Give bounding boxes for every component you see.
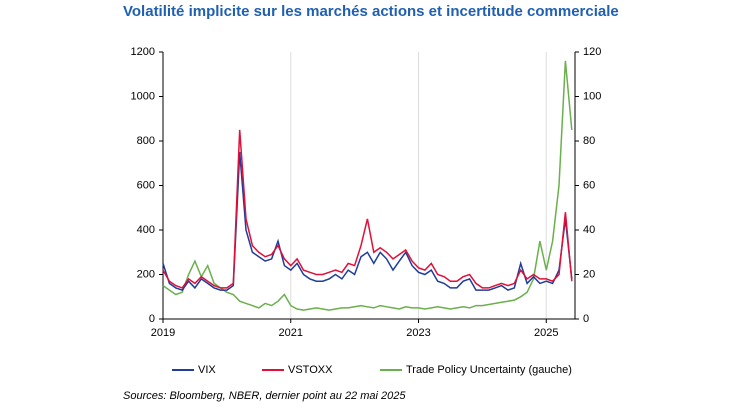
y2-tick-label: 40 — [583, 224, 595, 236]
x-tick-label: 2019 — [151, 327, 175, 339]
y2-tick-label: 80 — [583, 135, 595, 147]
y2-tick-label: 120 — [583, 46, 601, 58]
x-tick-label: 2025 — [534, 327, 558, 339]
y-tick-label: 400 — [137, 224, 155, 236]
y-tick-label: 800 — [137, 135, 155, 147]
y2-tick-label: 100 — [583, 90, 601, 102]
y-tick-label: 1000 — [131, 90, 155, 102]
series-line — [162, 129, 573, 289]
source-note: Sources: Bloomberg, NBER, dernier point … — [123, 390, 406, 402]
y-tick-label: 1200 — [131, 46, 155, 58]
y-tick-label: 0 — [149, 313, 155, 325]
series-line — [162, 152, 573, 291]
y-tick-label: 600 — [137, 179, 155, 191]
series-line — [162, 60, 573, 311]
y2-tick-label: 60 — [583, 179, 595, 191]
y2-tick-label: 0 — [583, 313, 589, 325]
x-tick-label: 2023 — [406, 327, 430, 339]
y-tick-label: 200 — [137, 268, 155, 280]
legend-label: VIX — [198, 364, 216, 376]
y2-tick-label: 20 — [583, 268, 595, 280]
chart-title: Volatilité implicite sur les marchés act… — [123, 3, 619, 20]
legend-label: VSTOXX — [288, 364, 333, 376]
x-tick-label: 2021 — [279, 327, 303, 339]
legend-label: Trade Policy Uncertainty (gauche) — [406, 364, 572, 376]
